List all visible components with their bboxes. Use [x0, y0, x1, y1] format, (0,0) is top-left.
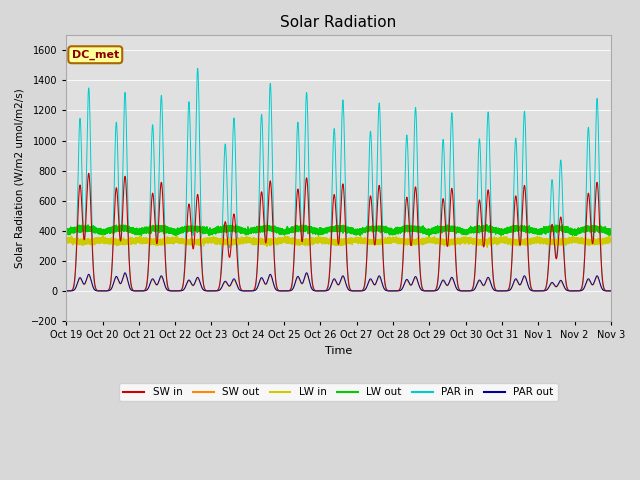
SW in [85, 170, 93, 176]
SW out [62, 288, 70, 294]
PAR out [607, 288, 614, 294]
SW out [121, 271, 129, 277]
LW in [472, 239, 479, 245]
PAR in [607, 288, 614, 294]
SW in [486, 219, 494, 225]
SW in [500, 288, 508, 294]
LW out [91, 228, 99, 233]
PAR out [500, 288, 508, 294]
SW in [62, 288, 70, 294]
Line: SW out: SW out [66, 274, 611, 291]
PAR out [486, 279, 494, 285]
SW out [410, 277, 418, 283]
LW out [483, 222, 491, 228]
Line: SW in: SW in [66, 173, 611, 291]
PAR out [62, 288, 70, 294]
LW out [425, 233, 433, 239]
Legend: SW in, SW out, LW in, LW out, PAR in, PAR out: SW in, SW out, LW in, LW out, PAR in, PA… [119, 383, 558, 401]
Text: DC_met: DC_met [72, 49, 119, 60]
SW out [508, 286, 515, 291]
PAR out [472, 285, 479, 290]
SW in [607, 288, 614, 294]
SW out [534, 288, 542, 294]
LW in [99, 232, 107, 238]
SW in [91, 281, 99, 287]
SW out [607, 288, 614, 294]
PAR in [472, 256, 479, 262]
SW in [472, 259, 479, 265]
PAR out [121, 270, 129, 276]
LW in [62, 236, 70, 242]
Line: PAR in: PAR in [66, 68, 611, 291]
Title: Solar Radiation: Solar Radiation [280, 15, 397, 30]
PAR in [194, 65, 202, 71]
LW out [472, 227, 479, 232]
PAR in [91, 283, 99, 289]
LW out [410, 227, 418, 232]
PAR in [500, 288, 508, 294]
LW out [500, 227, 508, 233]
LW in [486, 240, 494, 245]
PAR in [410, 148, 418, 154]
SW in [534, 288, 542, 294]
PAR in [486, 180, 494, 186]
Y-axis label: Solar Radiation (W/m2 umol/m2/s): Solar Radiation (W/m2 umol/m2/s) [15, 88, 25, 268]
SW out [500, 288, 508, 294]
SW in [410, 201, 418, 207]
PAR in [534, 288, 542, 294]
Line: LW out: LW out [66, 225, 611, 236]
LW in [500, 239, 508, 244]
LW in [607, 239, 614, 244]
X-axis label: Time: Time [325, 346, 352, 356]
LW in [410, 240, 418, 246]
LW in [508, 238, 515, 244]
PAR in [508, 267, 515, 273]
PAR in [62, 288, 70, 294]
PAR out [410, 276, 418, 282]
Line: PAR out: PAR out [66, 273, 611, 291]
LW out [607, 228, 614, 234]
Line: LW in: LW in [66, 235, 611, 247]
PAR out [91, 287, 99, 293]
SW in [508, 266, 515, 272]
SW out [472, 285, 479, 291]
LW out [62, 228, 70, 234]
SW out [486, 280, 494, 286]
LW out [486, 225, 494, 230]
SW out [91, 287, 99, 293]
PAR out [534, 288, 542, 294]
LW in [483, 244, 491, 250]
PAR out [508, 285, 515, 291]
LW in [91, 238, 99, 244]
LW out [508, 226, 515, 232]
